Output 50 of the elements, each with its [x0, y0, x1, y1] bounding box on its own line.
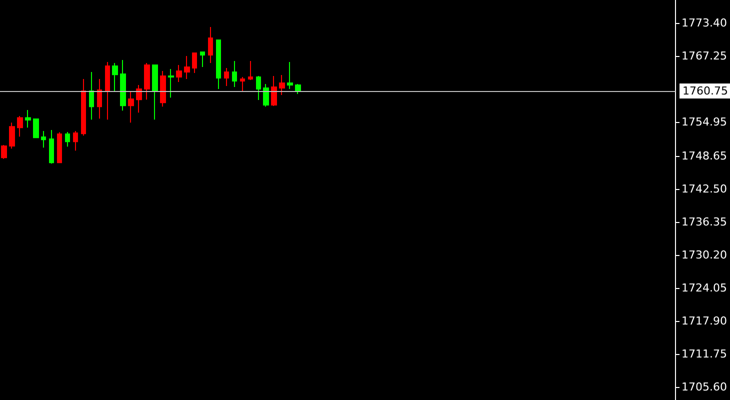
candlestick: [176, 64, 182, 82]
candlestick: [89, 72, 94, 120]
candlestick: [128, 90, 134, 124]
candlestick: [248, 60, 253, 80]
y-tick-label: 1717.90: [682, 314, 728, 328]
candlestick: [33, 118, 39, 138]
candlestick: [256, 75, 261, 100]
candlestick: [97, 78, 102, 120]
candlestick: [216, 40, 221, 90]
candlestick: [120, 59, 126, 112]
candlestick: [200, 51, 205, 68]
y-tick-label: 1711.75: [682, 348, 728, 361]
candlestick: [168, 68, 174, 98]
candlestick: [49, 129, 54, 164]
candlestick: [232, 60, 237, 88]
candlestick: [184, 56, 190, 80]
y-tick-label: 1773.40: [682, 16, 728, 30]
candlestick: [9, 122, 15, 150]
candlestick: [112, 62, 118, 92]
candlestick: [65, 131, 70, 148]
candlestick: [271, 75, 277, 106]
y-tick-label: 1767.25: [682, 50, 728, 63]
candlestick: [263, 83, 269, 108]
candlestick: [208, 26, 213, 64]
candlestick: [144, 62, 150, 100]
candlestick: [1, 144, 7, 160]
candlestick: [224, 67, 229, 86]
y-tick-label: 1736.35: [682, 216, 728, 229]
y-tick-label: 1730.20: [682, 248, 728, 262]
candlestick: [41, 130, 46, 148]
candlestick: [287, 61, 293, 90]
y-tick-label: 1724.05: [682, 282, 728, 295]
candlestick: [152, 64, 158, 120]
y-tick-label: 1705.60: [682, 380, 728, 394]
candlestick: [160, 70, 166, 108]
candlestick: [17, 115, 23, 138]
candlestick: [73, 130, 78, 152]
candlestick: [25, 109, 31, 128]
candlestick: [295, 83, 301, 94]
candlestick: [136, 84, 142, 114]
ref-line-label: 1760.75: [682, 84, 728, 98]
candlestick: [105, 61, 110, 120]
candlestick: [81, 78, 86, 136]
candlestick: [279, 74, 285, 96]
y-tick-label: 1754.95: [682, 116, 728, 129]
y-tick-label: 1748.65: [682, 149, 728, 162]
candlestick: [192, 52, 197, 74]
y-tick-label: 1742.50: [682, 182, 728, 196]
candlestick: [240, 76, 245, 92]
candlestick: [57, 132, 62, 164]
